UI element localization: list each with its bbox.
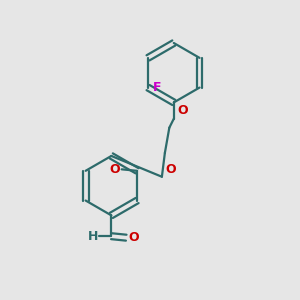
Text: F: F	[152, 81, 161, 94]
Text: O: O	[166, 163, 176, 176]
Text: O: O	[177, 104, 188, 117]
Text: H: H	[88, 230, 98, 243]
Text: O: O	[110, 163, 121, 176]
Text: O: O	[129, 231, 139, 244]
